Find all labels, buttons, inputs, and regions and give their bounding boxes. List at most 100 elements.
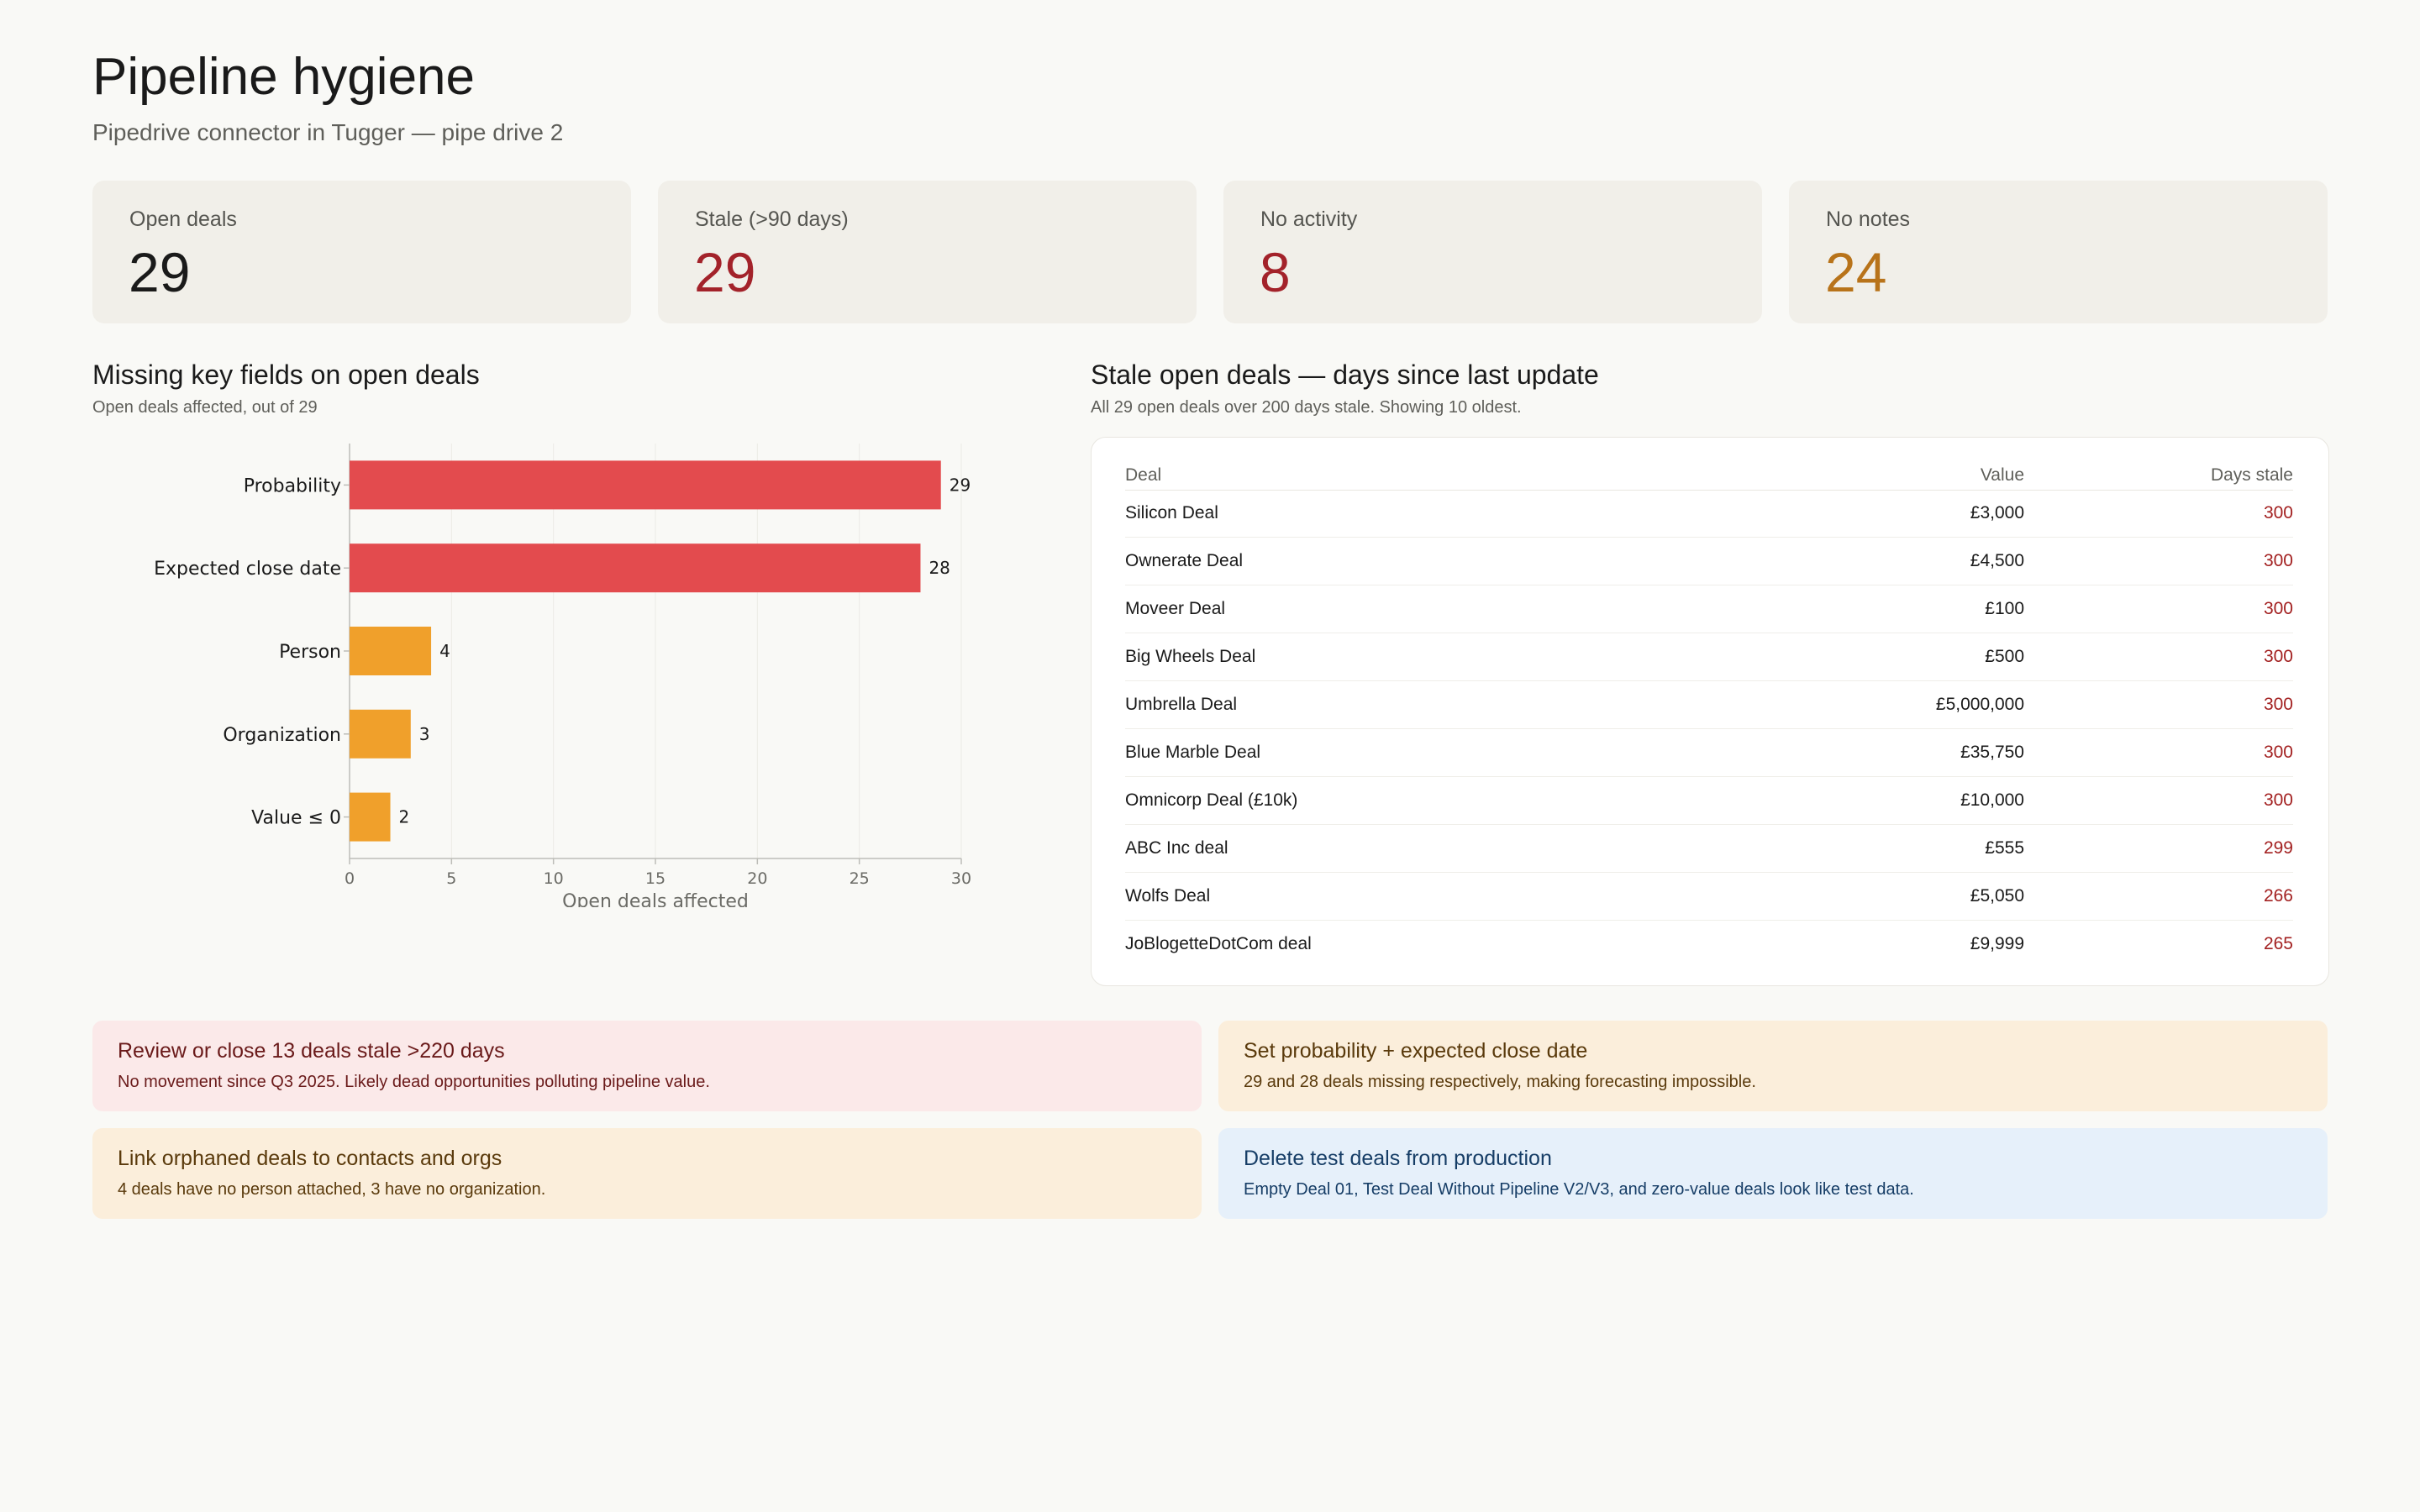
column-header-value[interactable]: Value (1980, 465, 2024, 485)
x-tick-label: 20 (747, 869, 767, 888)
missing-fields-subtitle: Open deals affected, out of 29 (92, 398, 318, 417)
category-label: Organization (223, 725, 341, 746)
kpi-value: 24 (1825, 241, 1887, 303)
bar (350, 627, 432, 675)
x-tick-label: 5 (446, 869, 456, 888)
kpi-value: 29 (129, 241, 191, 303)
deal-name-cell: Silicon Deal (1125, 503, 1218, 522)
bar (350, 543, 921, 593)
recommendation-card[interactable]: Delete test deals from production Empty … (1218, 1128, 2328, 1219)
table-row[interactable]: Wolfs Deal £5,050 266 (1125, 873, 2293, 921)
deal-value-cell: £10,000 (1960, 790, 2024, 810)
kpi-card-no-activity: No activity 8 (1223, 181, 1762, 323)
kpi-row: Open deals 29 Stale (>90 days) 29 No act… (92, 181, 2328, 323)
deal-value-cell: £9,999 (1970, 934, 2024, 953)
recommendation-title: Link orphaned deals to contacts and orgs (118, 1147, 502, 1170)
recommendation-card[interactable]: Link orphaned deals to contacts and orgs… (92, 1128, 1202, 1219)
category-label: Person (279, 642, 341, 663)
kpi-value: 8 (1260, 241, 1291, 303)
kpi-label: Open deals (129, 207, 237, 231)
recommendation-body: Empty Deal 01, Test Deal Without Pipelin… (1244, 1180, 1914, 1199)
recommendation-body: No movement since Q3 2025. Likely dead o… (118, 1073, 710, 1091)
recommendation-body: 29 and 28 deals missing respectively, ma… (1244, 1073, 1756, 1091)
data-label: 3 (419, 724, 430, 744)
kpi-value: 29 (694, 241, 756, 303)
days-stale-cell: 300 (2263, 790, 2293, 810)
table-row[interactable]: ABC Inc deal £555 299 (1125, 825, 2293, 873)
kpi-card-stale: Stale (>90 days) 29 (658, 181, 1197, 323)
data-label: 4 (439, 641, 450, 661)
recommendations: Review or close 13 deals stale >220 days… (92, 1021, 2328, 1219)
stale-deals-title: Stale open deals — days since last updat… (1091, 360, 1599, 390)
page-title: Pipeline hygiene (92, 48, 476, 106)
deal-name-cell: Umbrella Deal (1125, 695, 1238, 714)
column-header-days-stale[interactable]: Days stale (2210, 465, 2293, 485)
table-header: Deal Value Days stale (1125, 461, 2293, 491)
x-tick-label: 10 (544, 869, 564, 888)
missing-fields-title: Missing key fields on open deals (92, 360, 480, 390)
x-tick-label: 0 (345, 869, 355, 888)
kpi-label: No activity (1260, 207, 1358, 231)
recommendation-body: 4 deals have no person attached, 3 have … (118, 1180, 546, 1199)
category-label: Probability (244, 475, 341, 496)
deal-value-cell: £4,500 (1970, 551, 2024, 570)
deal-name-cell: ABC Inc deal (1125, 838, 1228, 858)
deal-value-cell: £555 (1985, 838, 2024, 858)
kpi-label: Stale (>90 days) (695, 207, 849, 231)
deal-value-cell: £35,750 (1960, 743, 2024, 762)
data-label: 2 (399, 807, 410, 827)
deal-name-cell: Blue Marble Deal (1125, 743, 1261, 762)
kpi-card-open-deals: Open deals 29 (92, 181, 631, 323)
deal-name-cell: JoBlogetteDotCom deal (1125, 934, 1312, 953)
table-row[interactable]: Moveer Deal £100 300 (1125, 585, 2293, 633)
deal-value-cell: £5,050 (1970, 886, 2024, 906)
bar (350, 709, 411, 759)
x-tick-label: 25 (850, 869, 870, 888)
deal-name-cell: Moveer Deal (1125, 599, 1226, 618)
kpi-card-no-notes: No notes 24 (1789, 181, 2328, 323)
table-row[interactable]: Silicon Deal £3,000 300 (1125, 490, 2293, 538)
stale-deals-subtitle: All 29 open deals over 200 days stale. S… (1091, 398, 1522, 417)
days-stale-cell: 300 (2263, 503, 2293, 522)
table-row[interactable]: JoBlogetteDotCom deal £9,999 265 (1125, 921, 2293, 968)
deal-name-cell: Ownerate Deal (1125, 551, 1244, 570)
data-label: 29 (950, 475, 971, 495)
recommendation-title: Delete test deals from production (1244, 1147, 1552, 1170)
x-tick-label: 15 (645, 869, 666, 888)
days-stale-cell: 300 (2263, 695, 2293, 714)
bar (350, 792, 391, 842)
deal-name-cell: Wolfs Deal (1125, 886, 1211, 906)
days-stale-cell: 299 (2263, 838, 2293, 858)
table-row[interactable]: Umbrella Deal £5,000,000 300 (1125, 681, 2293, 729)
deal-name-cell: Omnicorp Deal (£10k) (1125, 790, 1298, 810)
deal-value-cell: £500 (1985, 647, 2024, 666)
deal-value-cell: £5,000,000 (1935, 695, 2024, 714)
table-row[interactable]: Ownerate Deal £4,500 300 (1125, 538, 2293, 585)
recommendation-title: Review or close 13 deals stale >220 days (118, 1039, 505, 1063)
category-label: Expected close date (154, 559, 341, 580)
stale-deals-table: Deal Value Days stale Silicon Deal £3,000… (1091, 437, 2329, 986)
deal-value-cell: £3,000 (1970, 503, 2024, 522)
deal-value-cell: £100 (1985, 599, 2024, 618)
days-stale-cell: 300 (2263, 647, 2293, 666)
table-row[interactable]: Big Wheels Deal £500 300 (1125, 633, 2293, 681)
deal-name-cell: Big Wheels Deal (1125, 647, 1256, 666)
x-tick-label: 30 (951, 869, 971, 888)
recommendation-card[interactable]: Review or close 13 deals stale >220 days… (92, 1021, 1202, 1111)
recommendation-card[interactable]: Set probability + expected close date 29… (1218, 1021, 2328, 1111)
table-row[interactable]: Omnicorp Deal (£10k) £10,000 300 (1125, 777, 2293, 825)
recommendation-title: Set probability + expected close date (1244, 1039, 1588, 1063)
days-stale-cell: 300 (2263, 743, 2293, 762)
days-stale-cell: 300 (2263, 599, 2293, 618)
kpi-label: No notes (1826, 207, 1911, 231)
days-stale-cell: 265 (2263, 934, 2293, 953)
x-axis-label: Open deals affected (562, 891, 749, 907)
bar (350, 460, 941, 510)
days-stale-cell: 266 (2263, 886, 2293, 906)
table-row[interactable]: Blue Marble Deal £35,750 300 (1125, 729, 2293, 777)
column-header-deal[interactable]: Deal (1125, 465, 1162, 485)
page-subtitle: Pipedrive connector in Tugger — pipe dri… (92, 119, 564, 145)
data-label: 28 (929, 558, 950, 578)
days-stale-cell: 300 (2263, 551, 2293, 570)
